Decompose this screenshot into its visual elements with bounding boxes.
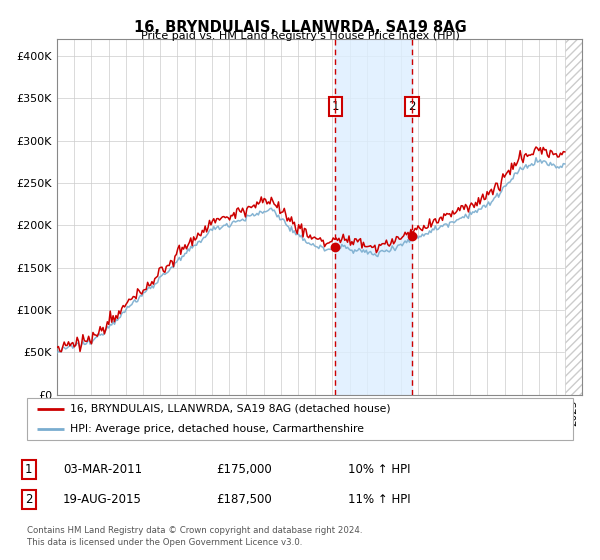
Text: Price paid vs. HM Land Registry's House Price Index (HPI): Price paid vs. HM Land Registry's House … [140, 31, 460, 41]
Text: 1: 1 [25, 463, 32, 476]
Text: 10% ↑ HPI: 10% ↑ HPI [348, 463, 410, 476]
Text: £187,500: £187,500 [216, 493, 272, 506]
Text: 16, BRYNDULAIS, LLANWRDA, SA19 8AG (detached house): 16, BRYNDULAIS, LLANWRDA, SA19 8AG (deta… [70, 404, 390, 413]
FancyBboxPatch shape [27, 398, 573, 440]
Text: HPI: Average price, detached house, Carmarthenshire: HPI: Average price, detached house, Carm… [70, 424, 364, 433]
Bar [565, 39, 582, 395]
Text: 2: 2 [409, 100, 416, 114]
Text: 03-MAR-2011: 03-MAR-2011 [63, 463, 142, 476]
Text: Contains HM Land Registry data © Crown copyright and database right 2024.: Contains HM Land Registry data © Crown c… [27, 526, 362, 535]
Bar [335, 39, 412, 395]
Text: 2: 2 [25, 493, 32, 506]
Text: 1: 1 [332, 100, 339, 114]
Text: 16, BRYNDULAIS, LLANWRDA, SA19 8AG: 16, BRYNDULAIS, LLANWRDA, SA19 8AG [134, 20, 466, 35]
Text: 11% ↑ HPI: 11% ↑ HPI [348, 493, 410, 506]
Text: 19-AUG-2015: 19-AUG-2015 [63, 493, 142, 506]
Text: £175,000: £175,000 [216, 463, 272, 476]
Bar [565, 39, 582, 395]
Text: This data is licensed under the Open Government Licence v3.0.: This data is licensed under the Open Gov… [27, 538, 302, 547]
